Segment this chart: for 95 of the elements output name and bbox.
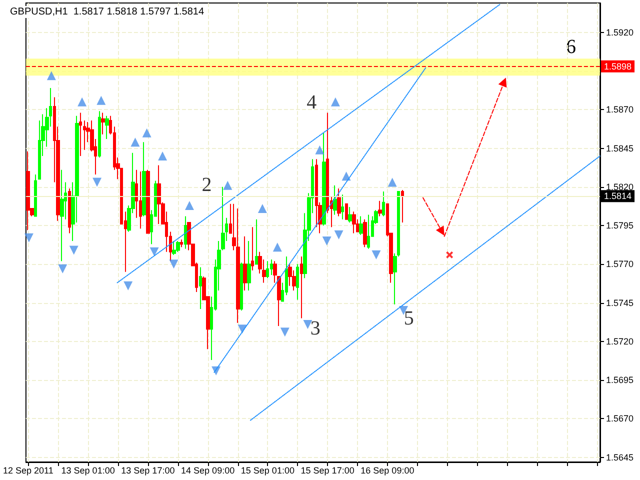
candlestick [345,203,348,220]
point [280,328,290,337]
x-tick-label: 15 Sep 01:00 [240,466,294,476]
point [142,128,152,138]
point [24,233,34,242]
y-tick-label: 1.5845 [606,143,634,154]
candlestick [363,218,367,248]
point [124,281,133,290]
candlestick [341,194,344,220]
candlestick [79,112,82,156]
candlestick [236,208,240,324]
y-tick-label: 1.5920 [606,27,634,38]
y-tick-label: 1.5795 [606,220,634,231]
candlestick [105,115,109,140]
point [315,145,324,154]
point [158,152,168,160]
candlestick [378,200,382,217]
candlestick [251,226,254,271]
candlestick [142,142,146,217]
candlestick [273,260,277,284]
candlestick [240,262,243,312]
point [150,247,159,256]
candlestick [157,164,161,224]
point [92,178,102,187]
candlestick [296,264,299,300]
y-tick-label: 1.5720 [606,336,634,346]
point [78,97,87,106]
candlestick [266,260,269,279]
point [272,242,282,252]
candlestick [34,174,37,217]
point [184,200,194,210]
x-tick-label: 12 Sep 2011 [2,466,54,476]
candlestick [243,236,247,291]
point [342,172,351,181]
point [322,236,332,246]
candlestick [172,240,176,256]
annotation: 5 [404,307,414,330]
ref-line-label: 1.5898 [604,61,632,72]
candlestick [255,218,258,265]
y-tick-label: 1.5820 [606,182,634,192]
candlestick [348,206,352,223]
point [446,251,454,258]
point [223,180,232,190]
point [130,138,140,147]
candlestick [401,190,404,223]
x-tick-label: 13 Sep 17:00 [121,466,175,476]
x-tick-label: 14 Sep 09:00 [181,466,235,476]
annotation: 2 [202,174,212,196]
point [58,264,68,274]
candlestick [139,170,142,230]
candlestick [68,188,71,234]
x-tick-label: 13 Sep 01:00 [61,466,115,476]
candlestick [101,112,105,135]
candlestick [322,132,326,226]
point [258,204,267,214]
candlestick [359,216,363,236]
y-tick-label: 1.5870 [606,104,634,115]
candlestick [184,216,187,250]
x-tick-label: 16 Sep 09:00 [360,466,414,476]
y-tick-label: 1.5670 [606,414,634,424]
ref-line-label: 1.5814 [604,191,632,202]
candlestick [270,259,273,276]
candlestick [60,169,64,262]
y-tick-label: 1.5645 [606,452,634,462]
candlestick [382,191,385,217]
candlestick [337,188,341,217]
point [372,250,381,260]
annotation: 3 [310,317,320,340]
point [46,71,56,80]
candlestick [352,211,356,234]
point [169,260,178,269]
chart-title: GBPUSD,H1 1.5817 1.5818 1.5797 1.5814 [10,6,204,18]
x-tick-label: 15 Sep 17:00 [300,466,354,476]
candlestick [98,110,101,158]
point [330,97,340,106]
candlestick [277,276,281,326]
y-tick-label: 1.5695 [606,375,634,386]
candlestick [367,214,370,250]
candlestick [247,240,251,291]
candlestick [146,169,150,234]
candlestick [288,264,292,286]
annotation: 4 [306,92,317,114]
candlestick [176,240,180,252]
candlestick [199,266,202,310]
y-tick-label: 1.5770 [606,259,634,270]
y-tick-label: 1.5745 [606,298,634,308]
candlestick [333,184,337,216]
point [69,246,78,255]
candlestick [300,256,303,319]
candlestick [26,150,30,231]
candlestick [83,120,86,150]
point [334,230,344,240]
point [96,96,106,105]
candlestick [180,238,183,248]
point [388,178,397,187]
